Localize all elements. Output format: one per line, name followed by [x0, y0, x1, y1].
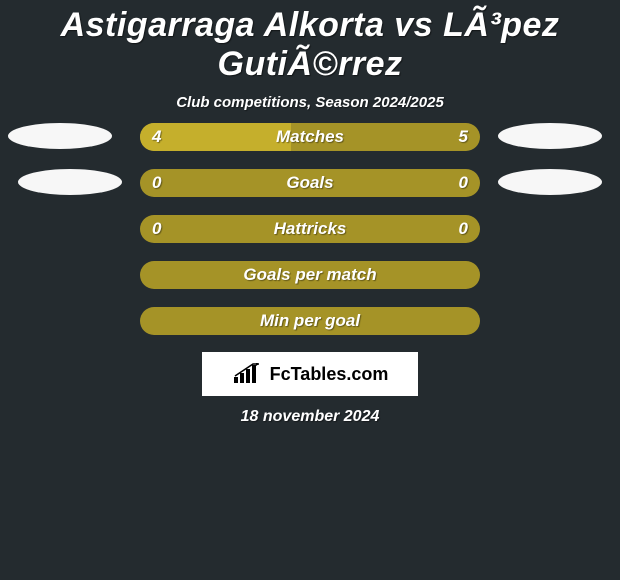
- stat-row: Matches4 5: [0, 123, 620, 151]
- footer-date: 18 november 2024: [0, 408, 620, 426]
- stat-row: Goals per match: [0, 261, 620, 289]
- player-chip-left: [18, 169, 122, 195]
- stat-row: Hattricks0 0: [0, 215, 620, 243]
- stat-label: Goals per match: [140, 261, 480, 289]
- stat-value-left: 4: [152, 123, 161, 151]
- stat-value-right: 0: [459, 169, 468, 197]
- stat-label: Matches: [140, 123, 480, 151]
- stat-row: Goals0 0: [0, 169, 620, 197]
- stat-label: Hattricks: [140, 215, 480, 243]
- stat-rows: Matches45Goals00Hattricks00Goals per mat…: [0, 123, 620, 353]
- stat-label: Goals: [140, 169, 480, 197]
- stat-label: Min per goal: [140, 307, 480, 335]
- page-title: Astigarraga Alkorta vs LÃ³pez GutiÃ©rrez: [0, 0, 620, 84]
- player-chip-right: [498, 169, 602, 195]
- stat-value-right: 5: [459, 123, 468, 151]
- stat-row: Min per goal: [0, 307, 620, 335]
- page-root: Astigarraga Alkorta vs LÃ³pez GutiÃ©rrez…: [0, 0, 620, 580]
- stat-value-right: 0: [459, 215, 468, 243]
- brand-badge: FcTables.com: [202, 352, 418, 396]
- stat-value-left: 0: [152, 215, 161, 243]
- brand-chart-icon: [232, 363, 266, 385]
- player-chip-right: [498, 123, 602, 149]
- page-subtitle: Club competitions, Season 2024/2025: [0, 94, 620, 111]
- player-chip-left: [8, 123, 112, 149]
- brand-text: FcTables.com: [270, 364, 389, 385]
- stat-value-left: 0: [152, 169, 161, 197]
